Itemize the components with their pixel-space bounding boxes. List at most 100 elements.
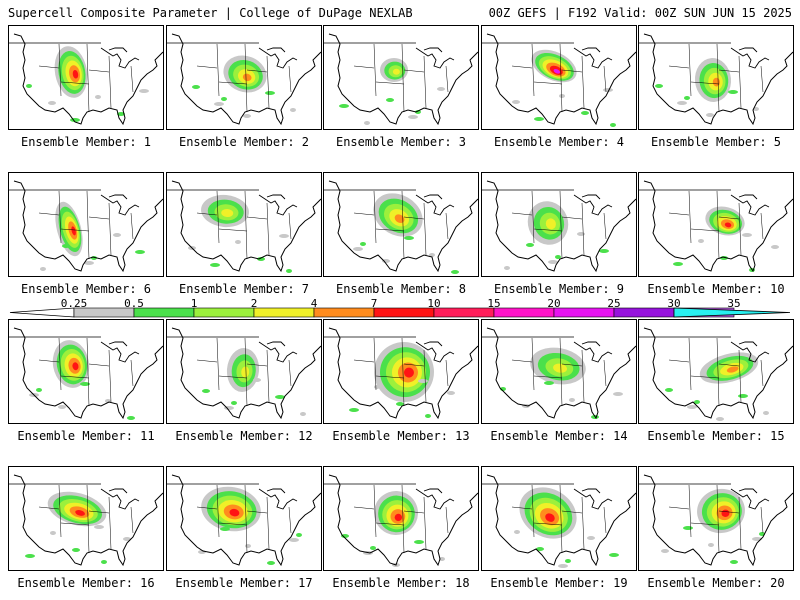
us-map	[482, 474, 636, 568]
scp-speck	[257, 257, 265, 261]
scp-contours	[530, 347, 586, 385]
ensemble-member-label: Ensemble Member: 4	[493, 135, 625, 149]
scp-speck	[610, 123, 616, 127]
boundary-line	[171, 180, 321, 273]
boundary-line	[730, 47, 770, 69]
scp-speck	[706, 113, 714, 117]
boundary-line	[171, 327, 321, 420]
scp-speck	[730, 560, 738, 564]
legend-swatch	[613, 307, 675, 318]
ensemble-map-15	[638, 319, 794, 424]
boundary-line	[511, 190, 607, 260]
ensemble-member-label: Ensemble Member: 8	[335, 282, 467, 296]
scp-speck	[210, 263, 220, 267]
scp-speck	[577, 232, 585, 236]
us-map	[639, 327, 793, 421]
scp-speck	[382, 259, 390, 263]
scp-speck	[84, 261, 94, 265]
ensemble-map-17	[166, 466, 322, 571]
scp-contours	[226, 348, 260, 392]
boundary-line	[511, 484, 607, 554]
scp-speck	[221, 97, 227, 101]
scp-speck	[339, 104, 349, 108]
scp-speck	[253, 378, 261, 382]
boundary-line	[643, 33, 793, 126]
boundary-line	[196, 337, 292, 407]
scp-contours	[54, 46, 88, 98]
scp-speck	[117, 112, 125, 116]
ensemble-map-14	[481, 319, 637, 424]
scp-speck	[214, 102, 224, 106]
ensemble-member-label: Ensemble Member: 16	[17, 576, 155, 590]
scp-speck	[245, 544, 251, 548]
legend-tick-label: 1	[190, 297, 198, 310]
ensemble-member-label: Ensemble Member: 13	[332, 429, 470, 443]
scp-speck	[694, 400, 700, 404]
us-map	[9, 33, 163, 126]
scp-speck	[609, 553, 619, 557]
scp-speck	[243, 114, 251, 118]
boundary-line	[643, 180, 793, 273]
legend-tick-label: 30	[667, 297, 681, 310]
boundary-line	[13, 33, 163, 126]
scp-speck	[364, 121, 370, 125]
boundary-line	[730, 488, 770, 510]
scp-speck	[514, 530, 520, 534]
legend-tick-label: 10	[427, 297, 441, 310]
legend-swatch	[433, 307, 495, 318]
boundary-line	[100, 194, 140, 216]
scp-speck	[404, 236, 414, 240]
legend-tick-label: 15	[487, 297, 501, 310]
ensemble-map-13	[323, 319, 479, 424]
scp-contour	[392, 68, 400, 75]
us-map	[9, 474, 163, 567]
scp-speck	[62, 244, 70, 248]
scp-speck	[613, 392, 623, 396]
scp-contour	[403, 367, 414, 378]
legend-tick-label: 4	[310, 297, 318, 310]
scp-speck	[673, 262, 683, 266]
scp-contour	[553, 68, 561, 74]
boundary-line	[573, 194, 613, 216]
scp-speck	[374, 385, 380, 389]
ensemble-map-5	[638, 25, 794, 130]
ensemble-member-label: Ensemble Member: 17	[175, 576, 313, 590]
scp-contour	[241, 366, 250, 378]
legend-tick-label: 2	[250, 297, 258, 310]
scp-speck	[425, 414, 431, 418]
ensemble-map-8	[323, 172, 479, 277]
us-map	[324, 474, 478, 567]
ensemble-map-9	[481, 172, 637, 277]
boundary-line	[668, 43, 764, 113]
boundary-line	[730, 341, 770, 363]
legend-swatch	[193, 307, 255, 318]
us-map	[482, 33, 636, 127]
scp-speck	[415, 110, 421, 114]
model-run-info: 00Z GEFS | F192 Valid: 00Z SUN JUN 15 20…	[488, 6, 792, 20]
scp-speck	[231, 401, 237, 405]
scp-speck	[50, 531, 56, 535]
scp-speck	[40, 267, 46, 271]
scp-contours	[201, 194, 249, 228]
scp-speck	[544, 381, 554, 385]
ensemble-member-label: Ensemble Member: 6	[20, 282, 152, 296]
legend-tick-label: 0.25	[60, 297, 88, 310]
scp-contours	[519, 487, 577, 539]
scp-speck	[526, 243, 534, 247]
ensemble-member-label: Ensemble Member: 15	[647, 429, 785, 443]
ensemble-member-label: Ensemble Member: 1	[20, 135, 152, 149]
scp-speck	[353, 247, 363, 251]
boundary-line	[415, 47, 455, 69]
scp-speck	[386, 98, 394, 102]
scp-speck	[139, 89, 149, 93]
ensemble-map-19	[481, 466, 637, 571]
boundary-line	[415, 194, 455, 216]
boundary-line	[328, 474, 478, 567]
ensemble-member-label: Ensemble Member: 19	[490, 576, 628, 590]
ensemble-member-label: Ensemble Member: 11	[17, 429, 155, 443]
scp-speck	[437, 87, 445, 91]
scp-speck	[289, 538, 299, 542]
scp-contour	[545, 218, 556, 230]
scp-speck	[123, 537, 131, 541]
scp-speck	[716, 417, 724, 421]
